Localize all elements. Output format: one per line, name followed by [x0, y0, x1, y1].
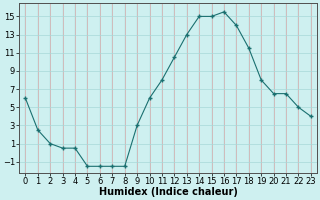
X-axis label: Humidex (Indice chaleur): Humidex (Indice chaleur): [99, 187, 237, 197]
